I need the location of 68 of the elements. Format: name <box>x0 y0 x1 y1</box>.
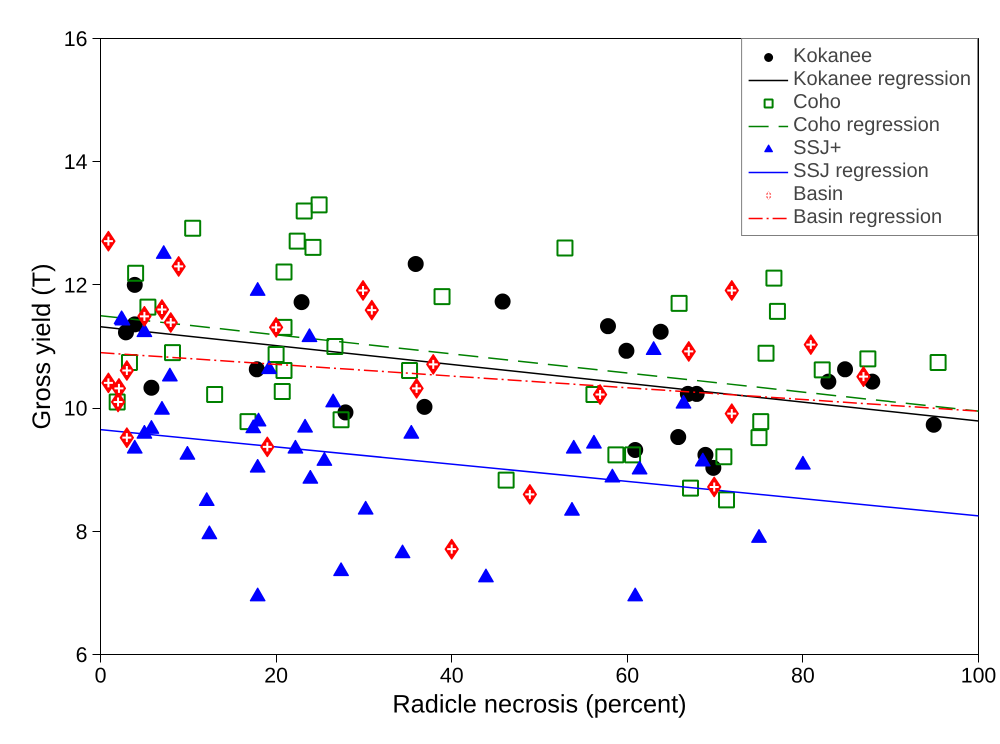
point <box>670 294 688 312</box>
point <box>837 361 854 378</box>
point <box>607 446 624 464</box>
point <box>652 324 669 340</box>
point <box>408 256 424 272</box>
point <box>814 361 831 378</box>
point <box>750 429 768 446</box>
point <box>164 344 181 362</box>
point <box>618 342 634 359</box>
point <box>434 288 451 306</box>
legend-label: SSJ+ <box>793 137 842 160</box>
point <box>926 416 942 433</box>
point <box>296 202 313 220</box>
x-axis-title: Radicle necrosis (percent) <box>392 690 687 718</box>
point <box>930 354 947 372</box>
x-tick-label: 40 <box>440 664 464 688</box>
legend-label: SSJ regression <box>793 160 929 183</box>
point <box>624 446 642 464</box>
point <box>718 491 736 508</box>
legend-label: Coho <box>793 91 841 114</box>
point <box>332 411 350 428</box>
y-tick-label: 14 <box>64 150 88 174</box>
x-tick-label: 100 <box>960 664 996 688</box>
point <box>310 196 328 214</box>
point <box>143 380 160 396</box>
legend-label: Kokanee regression <box>793 68 971 91</box>
point <box>127 264 144 282</box>
point <box>765 270 782 287</box>
point <box>752 413 770 430</box>
point <box>240 413 257 430</box>
point <box>494 294 511 310</box>
point <box>304 238 322 256</box>
point <box>326 338 344 355</box>
point <box>758 344 775 362</box>
x-tick-label: 80 <box>791 664 815 688</box>
point <box>274 382 291 400</box>
point <box>206 386 224 404</box>
legend-label: Basin <box>793 183 844 206</box>
point <box>600 318 616 334</box>
legend-label: Coho regression <box>793 114 940 137</box>
point <box>276 362 292 380</box>
point <box>401 362 418 380</box>
point <box>294 294 310 310</box>
x-tick-label: 20 <box>264 664 288 688</box>
y-tick-label: 12 <box>64 273 88 298</box>
point <box>276 263 292 280</box>
y-tick-label: 10 <box>64 396 88 421</box>
y-tick-label: 16 <box>64 27 88 51</box>
x-tick-label: 60 <box>615 664 640 688</box>
point <box>268 346 285 364</box>
point <box>715 448 732 466</box>
point <box>248 361 265 378</box>
point <box>556 239 574 256</box>
y-tick-label: 6 <box>76 643 88 667</box>
point <box>139 298 156 316</box>
point <box>498 472 515 489</box>
point <box>670 429 686 446</box>
point <box>768 302 786 320</box>
legend-label: Basin regression <box>793 206 942 229</box>
y-axis-title: Gross yield (T) <box>28 263 56 430</box>
point <box>859 350 876 368</box>
y-tick-label: 8 <box>76 520 88 544</box>
point <box>416 398 432 415</box>
point <box>288 232 306 250</box>
legend-label: Kokanee <box>793 45 872 68</box>
point <box>682 480 700 497</box>
point <box>184 220 202 237</box>
x-tick-label: 0 <box>94 664 107 688</box>
